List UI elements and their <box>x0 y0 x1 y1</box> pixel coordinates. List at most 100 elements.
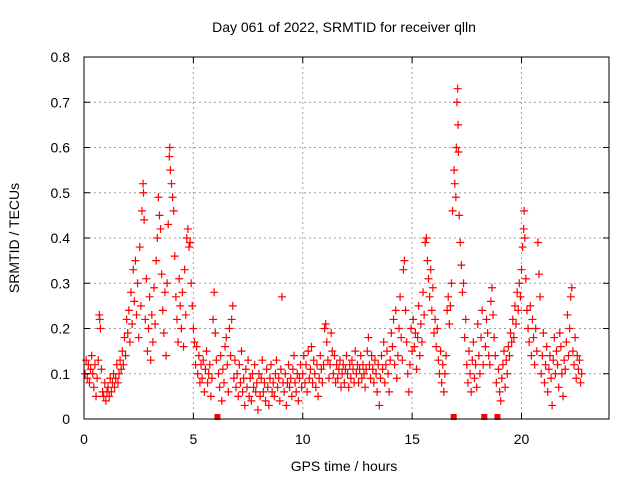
plus-marker <box>451 193 460 202</box>
data-point <box>524 324 533 333</box>
data-point <box>125 338 134 347</box>
data-point <box>568 347 577 356</box>
plus-marker <box>320 324 329 333</box>
plus-marker <box>520 234 529 242</box>
data-point <box>217 396 226 405</box>
data-point <box>438 360 447 369</box>
data-point <box>533 238 542 247</box>
plus-marker <box>164 220 173 229</box>
plus-marker <box>505 351 514 360</box>
data-point <box>495 387 504 396</box>
data-point <box>206 392 215 401</box>
data-point <box>387 329 396 338</box>
data-point <box>520 206 529 215</box>
data-point <box>222 333 231 342</box>
data-point <box>532 347 541 356</box>
plus-marker <box>212 356 221 365</box>
data-point <box>245 392 254 401</box>
data-point <box>498 360 507 369</box>
data-point <box>460 333 469 342</box>
data-point <box>288 365 297 374</box>
plus-marker <box>306 365 315 374</box>
plus-marker <box>380 378 389 387</box>
data-point <box>477 333 486 342</box>
data-point <box>120 333 129 342</box>
plus-marker <box>308 378 317 387</box>
zero-marker <box>481 414 488 420</box>
data-point <box>335 356 344 365</box>
data-point <box>260 378 269 387</box>
plus-marker <box>401 306 410 315</box>
plus-marker <box>419 288 428 297</box>
data-point <box>154 193 163 202</box>
plus-marker <box>309 356 318 365</box>
data-point <box>328 347 337 356</box>
plus-marker <box>570 360 578 369</box>
plus-marker <box>517 265 526 274</box>
data-point <box>465 347 473 356</box>
data-point <box>320 324 329 333</box>
data-point <box>290 351 298 360</box>
data-point <box>148 338 157 347</box>
plus-marker <box>444 292 453 301</box>
plus-marker <box>372 369 381 378</box>
data-point <box>181 310 190 319</box>
data-point <box>157 270 166 279</box>
data-point <box>474 351 483 360</box>
data-point <box>370 356 379 365</box>
data-point <box>211 329 220 338</box>
data-point <box>420 310 429 319</box>
data-point <box>95 315 104 324</box>
data-point <box>399 265 408 274</box>
data-point <box>472 383 481 392</box>
data-point <box>430 329 438 338</box>
plus-marker <box>390 360 399 369</box>
data-point <box>577 369 586 378</box>
data-point <box>369 378 378 387</box>
data-point <box>117 365 126 374</box>
data-point <box>504 342 513 351</box>
plus-marker <box>227 315 236 324</box>
data-point <box>417 338 426 347</box>
plus-marker <box>352 369 361 378</box>
plus-marker <box>233 369 242 378</box>
data-point <box>454 148 463 157</box>
data-point <box>230 356 239 365</box>
data-point <box>486 297 495 306</box>
plus-marker <box>134 333 143 342</box>
plus-marker <box>224 387 233 396</box>
data-point <box>497 374 506 383</box>
plus-marker <box>361 383 370 392</box>
plus-marker <box>245 392 254 401</box>
data-point <box>364 333 373 342</box>
plus-marker <box>168 193 177 202</box>
plus-marker <box>567 283 576 292</box>
data-point <box>237 347 246 356</box>
data-point <box>374 360 383 369</box>
plus-marker <box>446 301 455 310</box>
plus-marker <box>96 324 105 333</box>
data-point <box>388 342 397 351</box>
data-point <box>233 369 242 378</box>
data-point <box>187 279 196 288</box>
plus-marker <box>162 351 171 360</box>
data-point <box>275 396 284 405</box>
data-point <box>494 414 501 420</box>
plus-marker <box>535 270 543 279</box>
plus-marker <box>461 315 470 324</box>
data-point <box>431 315 440 324</box>
plus-marker <box>518 243 527 252</box>
plus-marker <box>277 292 286 301</box>
data-point <box>291 378 300 387</box>
plus-marker <box>351 347 360 356</box>
plus-marker <box>95 315 104 324</box>
plus-marker <box>311 383 320 392</box>
data-point <box>277 292 286 301</box>
plus-marker <box>189 324 198 333</box>
data-point <box>520 234 529 242</box>
plus-marker <box>513 288 522 297</box>
plus-marker <box>101 396 110 405</box>
data-point <box>450 414 457 420</box>
data-point <box>372 369 381 378</box>
plus-marker <box>93 374 102 383</box>
